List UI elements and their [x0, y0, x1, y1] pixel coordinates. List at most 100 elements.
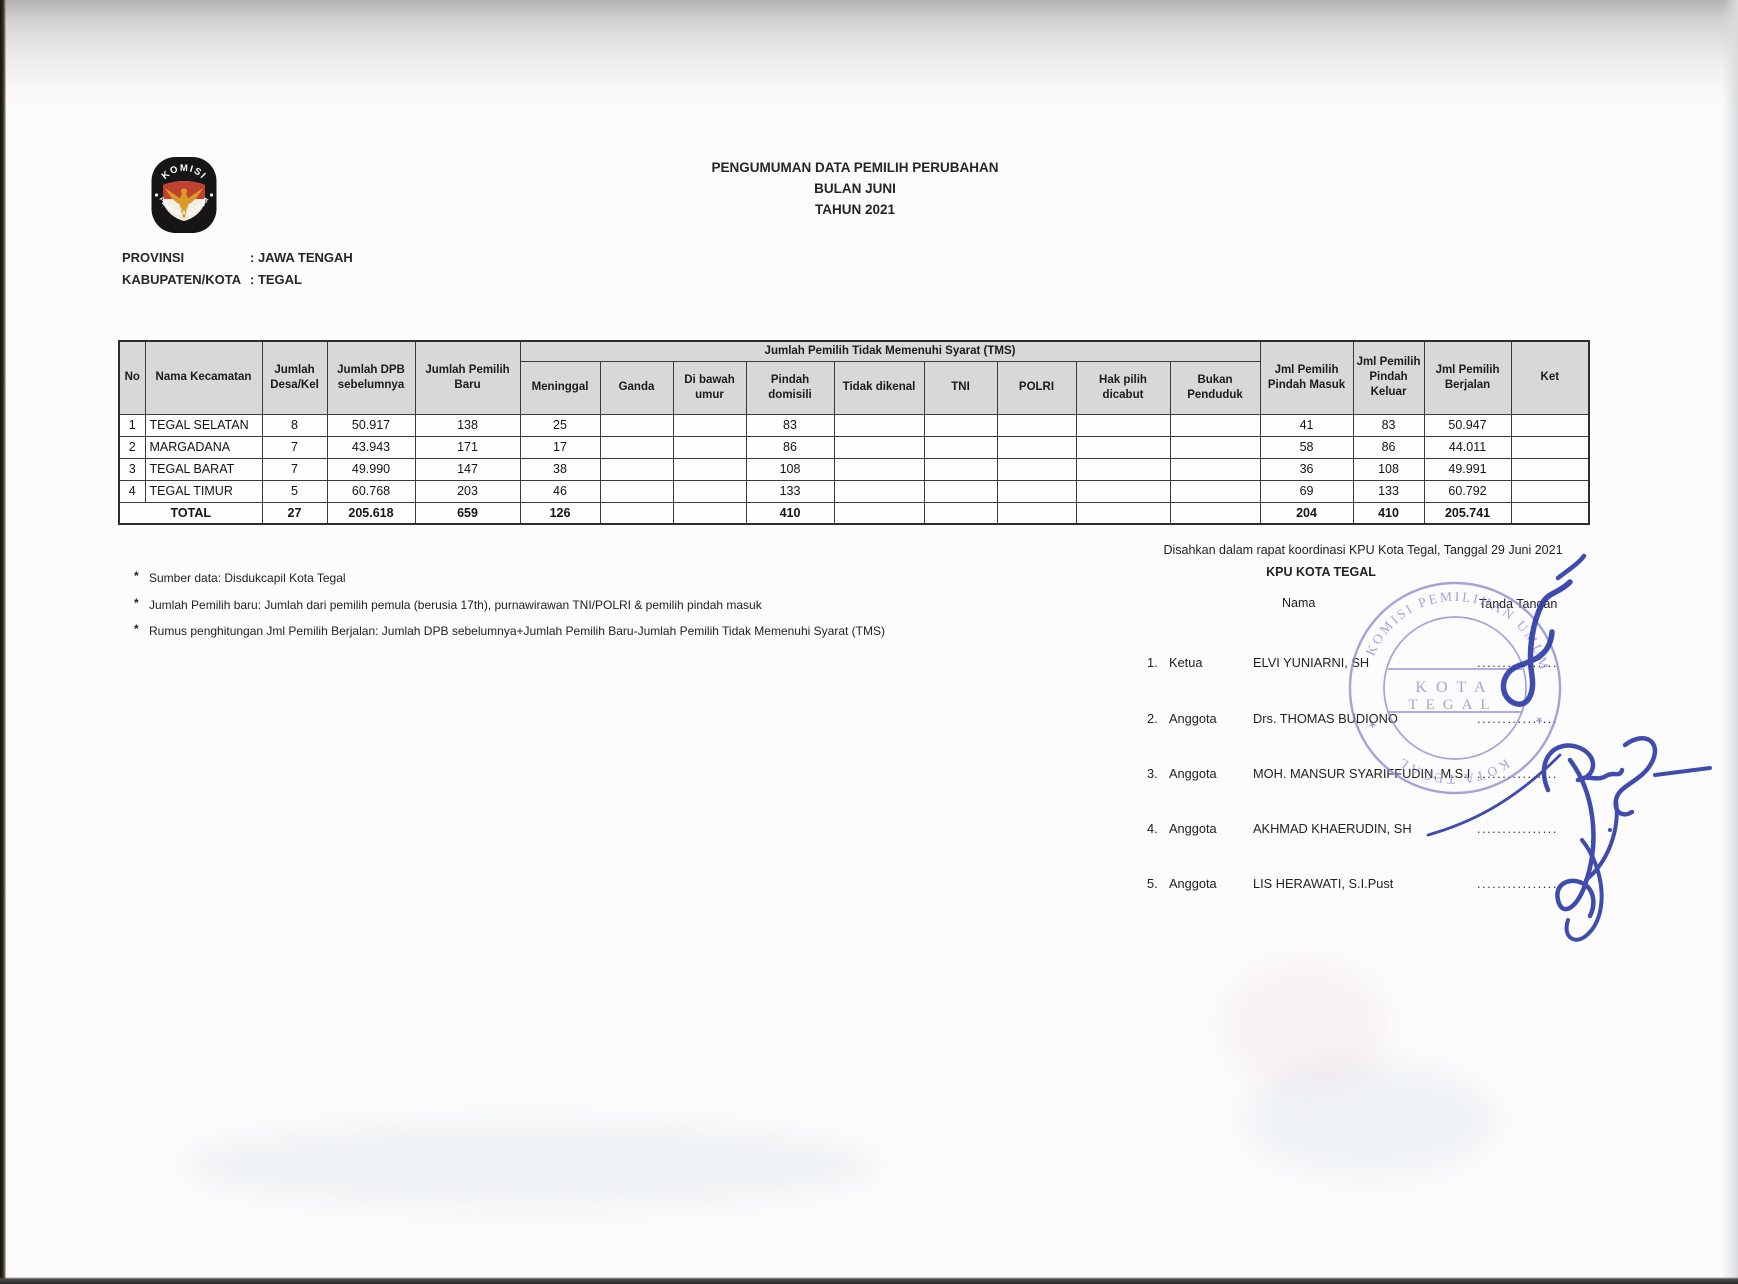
table-cell: 138 [414, 413, 521, 437]
table-cell [599, 479, 674, 503]
table-cell [1075, 457, 1171, 481]
table-cell: MARGADANA [144, 435, 263, 459]
table-cell: 58 [1259, 435, 1354, 459]
table-cell: 7 [261, 457, 328, 481]
table-cell [1169, 479, 1261, 503]
table-cell: 60.768 [326, 479, 416, 503]
col-header-polri: POLRI [996, 360, 1077, 415]
col-header-berjalan: Jml Pemilih Berjalan [1423, 340, 1512, 415]
stamp-and-signatures: KOMISI PEMILIHAN UMUM KOTA TEGAL ★ ★ KOT… [1348, 553, 1712, 942]
title-line-2: BULAN JUNI [814, 181, 896, 196]
signature-dotted-line: ................ [1477, 655, 1558, 670]
table-cell: 205.741 [1423, 501, 1512, 525]
table-cell: 86 [745, 435, 835, 459]
signer-number: 5. [1147, 876, 1158, 891]
region-meta: PROVINSI: JAWA TENGAH KABUPATEN/KOTA: TE… [122, 247, 353, 291]
footnote-text: Jumlah Pemilih baru: Jumlah dari pemilih… [149, 597, 762, 612]
footnote-marker: * [134, 595, 139, 610]
col-header-tidak-dikenal: Tidak dikenal [833, 360, 925, 415]
title-line-3: TAHUN 2021 [814, 202, 896, 217]
scan-left-edge [0, 0, 6, 1284]
table-cell: 60.792 [1423, 479, 1512, 503]
table-cell [1510, 457, 1590, 481]
scan-smudge [180, 1120, 880, 1210]
signature-dotted-line: ................ [1477, 711, 1558, 726]
table-cell [672, 457, 747, 481]
table-cell: 83 [1352, 413, 1425, 437]
table-cell [1510, 501, 1590, 525]
table-cell [1510, 435, 1590, 459]
table-cell [672, 413, 747, 437]
table-cell: 8 [261, 413, 328, 437]
table-cell [1075, 479, 1171, 503]
table-cell: TEGAL SELATAN [144, 413, 263, 437]
signer-role: Ketua [1169, 655, 1203, 670]
signer-role: Anggota [1169, 711, 1217, 726]
col-header-meninggal: Meninggal [519, 360, 601, 415]
table-row: 2 MARGADANA 7 43.943 171 17 86 58 86 44.… [118, 435, 1590, 459]
col-header-pindah-keluar: Jml Pemilih Pindah Keluar [1352, 340, 1425, 415]
scan-smudge [1220, 960, 1390, 1090]
table-total-row: TOTAL 27 205.618 659 126 410 204 410 205… [118, 501, 1590, 525]
col-header-ket: Ket [1510, 340, 1590, 415]
table-cell: 27 [261, 501, 328, 525]
table-cell [672, 501, 747, 525]
table-cell: 25 [519, 413, 601, 437]
table-cell: 41 [1259, 413, 1354, 437]
table-cell [1169, 501, 1261, 525]
table-cell: 50.917 [326, 413, 416, 437]
scan-smudge [1240, 1060, 1500, 1180]
kabupaten-label: KABUPATEN/KOTA [122, 272, 242, 287]
table-cell: 147 [414, 457, 521, 481]
table-cell: 126 [519, 501, 601, 525]
table-cell [833, 501, 925, 525]
col-header-hak-pilih: Hak pilih dicabut [1075, 360, 1171, 415]
col-header-pindah-masuk: Jml Pemilih Pindah Masuk [1259, 340, 1354, 415]
table-cell: 5 [261, 479, 328, 503]
table-cell: 69 [1259, 479, 1354, 503]
table-cell [599, 501, 674, 525]
table-cell: 2 [118, 435, 146, 459]
signer-number: 4. [1147, 821, 1158, 836]
table-cell [599, 435, 674, 459]
table-cell: TEGAL TIMUR [144, 479, 263, 503]
table-cell: 4 [118, 479, 146, 503]
table-cell: 171 [414, 435, 521, 459]
table-cell: 659 [414, 501, 521, 525]
table-cell [833, 479, 925, 503]
table-row: 4 TEGAL TIMUR 5 60.768 203 46 133 69 133… [118, 479, 1590, 503]
document-title: PENGUMUMAN DATA PEMILIH PERUBAHAN BULAN … [555, 157, 1155, 220]
footnote-text: Rumus penghitungan Jml Pemilih Berjalan:… [149, 624, 885, 638]
signer-row: 5. Anggota LIS HERAWATI, S.I.Pust.........… [1147, 876, 1558, 891]
footnote-line: * Jumlah Pemilih baru: Jumlah dari pemili… [134, 591, 885, 618]
table-cell: TEGAL BARAT [144, 457, 263, 481]
table-cell-total-label: TOTAL [118, 501, 263, 525]
signer-name: ELVI YUNIARNI, SH [1253, 655, 1370, 670]
signer-row: 2. Anggota Drs. THOMAS BUDIONO............… [1147, 711, 1558, 726]
table-cell: 133 [1352, 479, 1425, 503]
table-cell [923, 479, 998, 503]
name-column-header: Nama [1282, 596, 1316, 610]
col-header-dibawah-umur: Di bawah umur [672, 360, 747, 415]
table-cell: 204 [1259, 501, 1354, 525]
signer-role: Anggota [1169, 821, 1217, 836]
table-cell: 36 [1259, 457, 1354, 481]
voter-data-table: No Nama Kecamatan Jumlah Desa/Kel Jumlah… [118, 340, 1591, 525]
table-cell: 1 [118, 413, 146, 437]
table-cell: 17 [519, 435, 601, 459]
signer-row: 3. Anggota MOH. MANSUR SYARIFFUDIN, M.S.I.… [1147, 766, 1558, 781]
table-cell [996, 457, 1077, 481]
signer-number: 2. [1147, 711, 1158, 726]
col-header-tni: TNI [923, 360, 998, 415]
signer-name: MOH. MANSUR SYARIFFUDIN, M.S.I [1253, 766, 1471, 781]
table-cell: 410 [1352, 501, 1425, 525]
scan-right-edge [1722, 0, 1738, 1284]
kabupaten-value: : TEGAL [250, 272, 302, 287]
table-cell [1169, 457, 1261, 481]
table-header-row-2: Meninggal Ganda Di bawah umur Pindah dom… [119, 360, 1589, 415]
table-cell: 86 [1352, 435, 1425, 459]
table-cell: 49.991 [1423, 457, 1512, 481]
kpu-logo: KOMISI PEMILIHAN UMUM [151, 157, 217, 233]
table-cell: 7 [261, 435, 328, 459]
